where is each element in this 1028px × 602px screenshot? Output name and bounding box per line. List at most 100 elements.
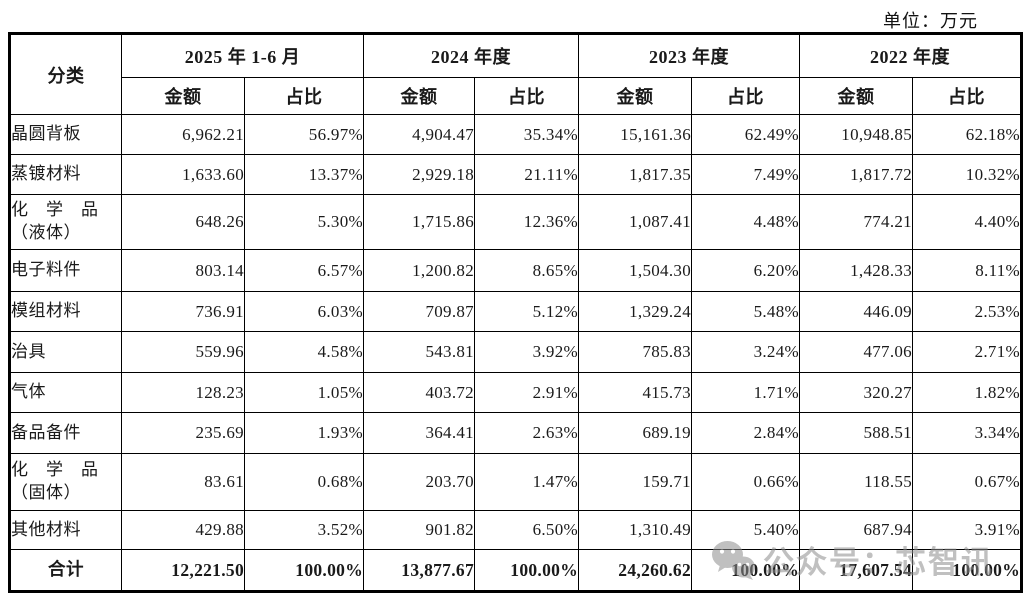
cell-amount: 17,607.54 (799, 549, 913, 592)
cell-amount: 559.96 (121, 331, 245, 373)
cell-amount: 83.61 (121, 453, 245, 511)
cell-amount: 736.91 (121, 291, 245, 332)
cell-ratio: 0.66% (691, 453, 800, 511)
cell-amount: 6,962.21 (121, 114, 245, 155)
table-row: 电子料件 803.14 6.57% 1,200.82 8.65% 1,504.3… (9, 249, 1022, 292)
header-row-measures: 金额 占比 金额 占比 金额 占比 金额 占比 (10, 77, 1022, 115)
cell-amount: 543.81 (363, 331, 475, 373)
cell-amount: 10,948.85 (799, 114, 913, 155)
cell-amount: 159.71 (578, 453, 692, 511)
cell-amount: 2,929.18 (363, 154, 475, 195)
cell-ratio: 12.36% (474, 194, 579, 250)
cell-amount: 901.82 (363, 510, 475, 550)
cell-ratio: 2.84% (691, 412, 800, 454)
cell-amount: 1,428.33 (799, 249, 913, 292)
table-row: 蒸镀材料 1,633.60 13.37% 2,929.18 21.11% 1,8… (9, 154, 1022, 195)
table-row: 化 学 品 （固体） 83.61 0.68% 203.70 1.47% 159.… (9, 453, 1022, 511)
cell-ratio: 7.49% (691, 154, 800, 195)
cell-amount: 429.88 (121, 510, 245, 550)
cell-ratio: 4.40% (912, 194, 1022, 250)
cell-ratio: 62.18% (912, 114, 1022, 155)
header-ratio-2023: 占比 (691, 77, 800, 115)
cell-amount: 588.51 (799, 412, 913, 454)
cell-amount: 415.73 (578, 372, 692, 413)
table-row-total: 合计 12,221.50 100.00% 13,877.67 100.00% 2… (9, 549, 1022, 592)
table-row: 化 学 品 （液体） 648.26 5.30% 1,715.86 12.36% … (9, 194, 1022, 250)
cell-ratio: 6.57% (244, 249, 364, 292)
cell-ratio: 62.49% (691, 114, 800, 155)
cell-amount: 15,161.36 (578, 114, 692, 155)
header-period-2025: 2025 年 1-6 月 (121, 33, 364, 78)
cell-amount: 1,087.41 (578, 194, 692, 250)
cell-ratio: 2.53% (912, 291, 1022, 332)
header-amount-2022: 金额 (799, 77, 913, 115)
cell-amount: 4,904.47 (363, 114, 475, 155)
row-category: 蒸镀材料 (9, 154, 122, 195)
unit-label: 单位：万元 (883, 11, 978, 31)
cell-ratio: 1.05% (244, 372, 364, 413)
cell-ratio: 5.30% (244, 194, 364, 250)
cell-ratio: 6.20% (691, 249, 800, 292)
cell-amount: 1,817.72 (799, 154, 913, 195)
cell-ratio: 3.91% (912, 510, 1022, 550)
cell-ratio: 100.00% (691, 549, 800, 592)
table-row: 备品备件 235.69 1.93% 364.41 2.63% 689.19 2.… (9, 412, 1022, 454)
cell-amount: 1,504.30 (578, 249, 692, 292)
row-category: 化 学 品 （液体） (9, 194, 122, 250)
cell-amount: 1,200.82 (363, 249, 475, 292)
cell-amount: 1,329.24 (578, 291, 692, 332)
table-row: 模组材料 736.91 6.03% 709.87 5.12% 1,329.24 … (9, 291, 1022, 332)
cell-ratio: 3.92% (474, 331, 579, 373)
row-category: 化 学 品 （固体） (9, 453, 122, 511)
cell-amount: 320.27 (799, 372, 913, 413)
cell-ratio: 4.58% (244, 331, 364, 373)
header-amount-2025: 金额 (121, 77, 245, 115)
cell-amount: 477.06 (799, 331, 913, 373)
row-category: 备品备件 (9, 412, 122, 454)
cell-amount: 689.19 (578, 412, 692, 454)
header-ratio-2024: 占比 (474, 77, 579, 115)
cell-amount: 13,877.67 (363, 549, 475, 592)
cell-ratio: 6.03% (244, 291, 364, 332)
cell-amount: 1,310.49 (578, 510, 692, 550)
cell-amount: 803.14 (121, 249, 245, 292)
cell-amount: 118.55 (799, 453, 913, 511)
cell-amount: 203.70 (363, 453, 475, 511)
cell-amount: 12,221.50 (121, 549, 245, 592)
cell-ratio: 1.82% (912, 372, 1022, 413)
cell-amount: 364.41 (363, 412, 475, 454)
cell-amount: 446.09 (799, 291, 913, 332)
cell-amount: 403.72 (363, 372, 475, 413)
cell-ratio: 5.48% (691, 291, 800, 332)
cell-ratio: 13.37% (244, 154, 364, 195)
header-category: 分类 (9, 33, 122, 115)
cell-ratio: 3.24% (691, 331, 800, 373)
table-row: 气体 128.23 1.05% 403.72 2.91% 415.73 1.71… (9, 372, 1022, 413)
cell-amount: 648.26 (121, 194, 245, 250)
cell-ratio: 56.97% (244, 114, 364, 155)
cell-ratio: 6.50% (474, 510, 579, 550)
table-row: 治具 559.96 4.58% 543.81 3.92% 785.83 3.24… (9, 331, 1022, 373)
cell-amount: 235.69 (121, 412, 245, 454)
row-category-total: 合计 (9, 549, 122, 592)
cell-ratio: 8.11% (912, 249, 1022, 292)
cell-ratio: 21.11% (474, 154, 579, 195)
cell-ratio: 5.12% (474, 291, 579, 332)
cell-ratio: 10.32% (912, 154, 1022, 195)
cost-breakdown-table: 分类 2025 年 1-6 月 2024 年度 2023 年度 2022 年度 … (8, 32, 1023, 593)
cell-ratio: 3.34% (912, 412, 1022, 454)
header-ratio-2022: 占比 (912, 77, 1022, 115)
cell-ratio: 3.52% (244, 510, 364, 550)
header-period-2023: 2023 年度 (578, 33, 800, 78)
cell-amount: 687.94 (799, 510, 913, 550)
row-category: 电子料件 (9, 249, 122, 292)
header-row-periods: 分类 2025 年 1-6 月 2024 年度 2023 年度 2022 年度 (9, 33, 1022, 115)
table-row: 晶圆背板 6,962.21 56.97% 4,904.47 35.34% 15,… (9, 114, 1022, 155)
cell-amount: 1,633.60 (121, 154, 245, 195)
cell-ratio: 35.34% (474, 114, 579, 155)
cell-ratio: 1.47% (474, 453, 579, 511)
cell-amount: 709.87 (363, 291, 475, 332)
cell-ratio: 0.67% (912, 453, 1022, 511)
table-row: 其他材料 429.88 3.52% 901.82 6.50% 1,310.49 … (9, 510, 1022, 550)
row-category: 晶圆背板 (9, 114, 122, 155)
